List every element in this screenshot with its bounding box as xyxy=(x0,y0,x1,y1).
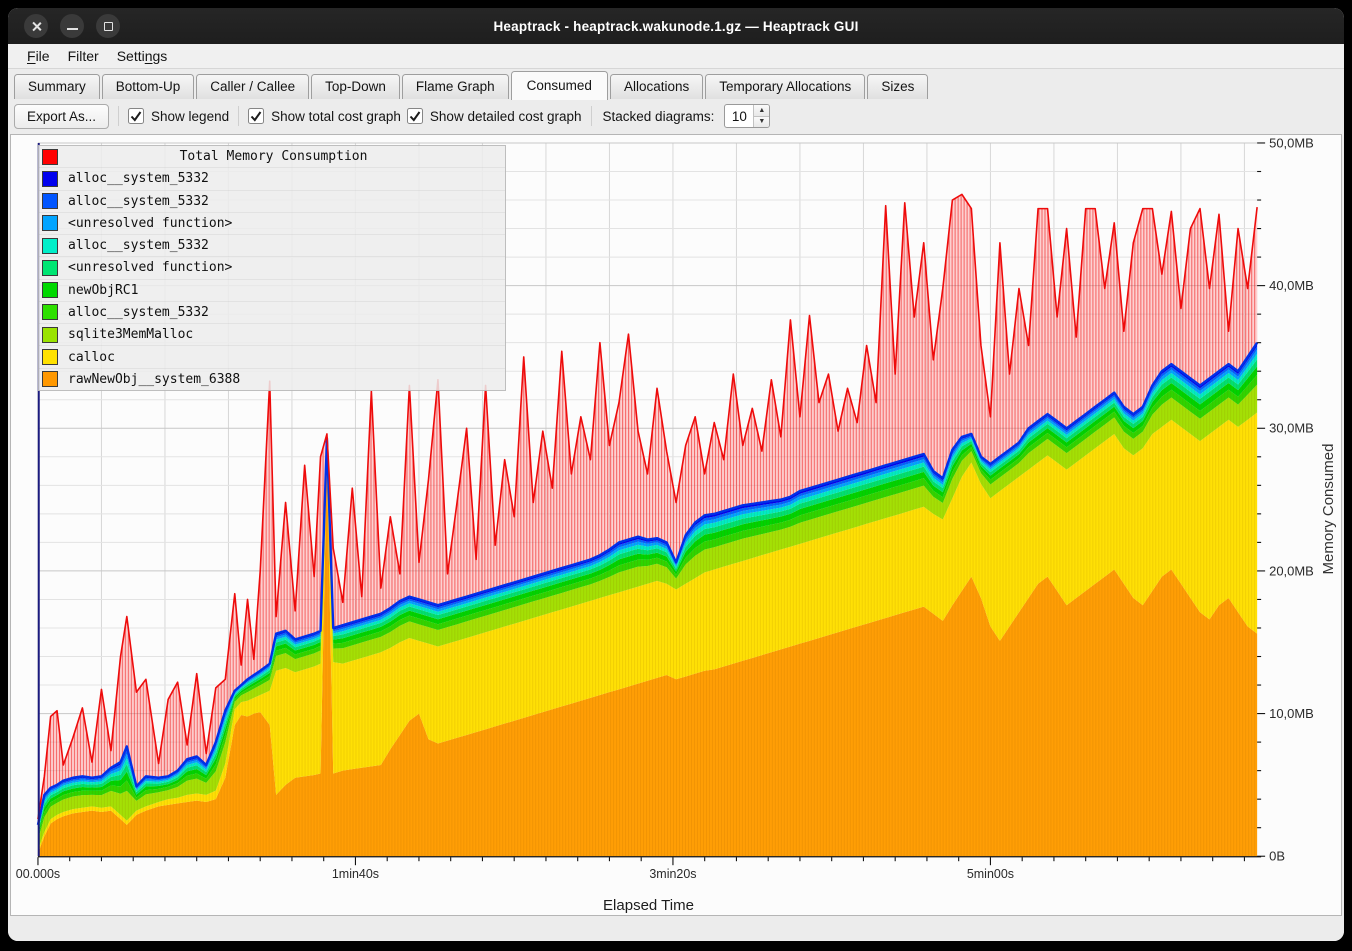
legend-title-row: Total Memory Consumption xyxy=(39,146,505,167)
x-tick-label: 5min00s xyxy=(967,867,1014,881)
show-legend-checkbox[interactable]: Show legend xyxy=(128,108,229,124)
checkmark-icon xyxy=(128,108,144,124)
toolbar-separator xyxy=(118,106,119,126)
close-icon xyxy=(31,21,42,32)
tab-bottom-up[interactable]: Bottom-Up xyxy=(102,74,195,99)
legend-label: sqlite3MemMalloc xyxy=(68,327,193,342)
legend-swatch-icon xyxy=(42,215,58,231)
legend-item: alloc__system_5332 xyxy=(39,234,505,256)
legend-item: newObjRC1 xyxy=(39,279,505,301)
legend-item: alloc__system_5332 xyxy=(39,190,505,212)
y-tick-label: 20,0MB xyxy=(1269,563,1314,578)
legend-item: rawNewObj__system_6388 xyxy=(39,368,505,390)
legend-item: <unresolved function> xyxy=(39,256,505,278)
x-axis-title: Elapsed Time xyxy=(38,897,1259,914)
toolbar: Export As... Show legend Show total cost… xyxy=(8,101,1344,131)
menu-settings[interactable]: Settings xyxy=(108,46,177,66)
legend-swatch-icon xyxy=(42,371,58,387)
legend-swatch-icon xyxy=(42,238,58,254)
menu-file[interactable]: File xyxy=(18,46,59,66)
legend-swatch-icon xyxy=(42,171,58,187)
legend-swatch-icon xyxy=(42,282,58,298)
stacked-diagrams-spinbox[interactable]: 10 ▲ ▼ xyxy=(724,104,770,128)
spin-up-icon[interactable]: ▲ xyxy=(754,105,769,117)
checkmark-icon xyxy=(248,108,264,124)
close-button[interactable] xyxy=(24,14,48,38)
legend-swatch-icon xyxy=(42,149,58,165)
legend-item: alloc__system_5332 xyxy=(39,301,505,323)
menubar: File Filter Settings xyxy=(8,44,1344,69)
tab-top-down[interactable]: Top-Down xyxy=(311,74,400,99)
chart-legend: Total Memory Consumption alloc__system_53… xyxy=(38,145,506,391)
tab-bar: Summary Bottom-Up Caller / Callee Top-Do… xyxy=(8,69,1344,99)
legend-item: calloc xyxy=(39,345,505,367)
y-tick-label: 10,0MB xyxy=(1269,706,1314,721)
legend-label: calloc xyxy=(68,350,115,365)
titlebar[interactable]: Heaptrack - heaptrack.wakunode.1.gz — He… xyxy=(8,8,1344,44)
legend-swatch-icon xyxy=(42,304,58,320)
tab-sizes[interactable]: Sizes xyxy=(867,74,928,99)
x-tick-label: 3min20s xyxy=(649,867,696,881)
stacked-diagrams-label: Stacked diagrams: xyxy=(603,109,715,124)
y-axis-title: Memory Consumed xyxy=(1320,409,1340,609)
y-tick-label: 0B xyxy=(1269,849,1285,864)
spin-arrows: ▲ ▼ xyxy=(753,105,769,127)
legend-swatch-icon xyxy=(42,193,58,209)
toolbar-separator xyxy=(591,106,592,126)
menu-filter[interactable]: Filter xyxy=(59,46,108,66)
legend-swatch-icon xyxy=(42,327,58,343)
app-window: Heaptrack - heaptrack.wakunode.1.gz — He… xyxy=(8,8,1344,941)
legend-item: alloc__system_5332 xyxy=(39,167,505,189)
tab-consumed[interactable]: Consumed xyxy=(511,71,608,100)
main-content: Summary Bottom-Up Caller / Callee Top-Do… xyxy=(8,69,1344,941)
export-as-button[interactable]: Export As... xyxy=(14,104,109,129)
legend-label: alloc__system_5332 xyxy=(68,194,209,209)
window-buttons xyxy=(8,14,120,38)
minimize-icon xyxy=(67,28,78,30)
tab-flame-graph[interactable]: Flame Graph xyxy=(402,74,509,99)
tab-allocations[interactable]: Allocations xyxy=(610,74,703,99)
tab-caller-callee[interactable]: Caller / Callee xyxy=(196,74,309,99)
window-title: Heaptrack - heaptrack.wakunode.1.gz — He… xyxy=(8,19,1344,34)
legend-label: <unresolved function> xyxy=(68,260,232,275)
legend-label: alloc__system_5332 xyxy=(68,171,209,186)
checkmark-icon xyxy=(407,108,423,124)
legend-title: Total Memory Consumption xyxy=(68,149,505,164)
legend-label: alloc__system_5332 xyxy=(68,305,209,320)
legend-swatch-icon xyxy=(42,260,58,276)
minimize-button[interactable] xyxy=(60,14,84,38)
tab-summary[interactable]: Summary xyxy=(14,74,100,99)
y-tick-label: 50,0MB xyxy=(1269,135,1314,150)
y-tick-label: 40,0MB xyxy=(1269,278,1314,293)
tab-temporary-allocations[interactable]: Temporary Allocations xyxy=(705,74,865,99)
show-detailed-cost-checkbox[interactable]: Show detailed cost graph xyxy=(407,108,582,124)
legend-label: <unresolved function> xyxy=(68,216,232,231)
maximize-button[interactable] xyxy=(96,14,120,38)
x-tick-label: 00.000s xyxy=(16,867,60,881)
legend-item: <unresolved function> xyxy=(39,212,505,234)
legend-label: rawNewObj__system_6388 xyxy=(68,372,240,387)
x-tick-label: 1min40s xyxy=(332,867,379,881)
show-total-cost-checkbox[interactable]: Show total cost graph xyxy=(248,108,401,124)
memory-consumption-chart[interactable]: 00.000s 1min40s 3min20s 5min00s 0B 10,0MB 20,0… xyxy=(10,134,1342,916)
legend-item: sqlite3MemMalloc xyxy=(39,323,505,345)
toolbar-separator xyxy=(238,106,239,126)
stacked-diagrams-value: 10 xyxy=(725,105,753,127)
maximize-icon xyxy=(104,22,113,31)
legend-swatch-icon xyxy=(42,349,58,365)
legend-label: alloc__system_5332 xyxy=(68,238,209,253)
spin-down-icon[interactable]: ▼ xyxy=(754,117,769,128)
legend-label: newObjRC1 xyxy=(68,283,138,298)
y-tick-label: 30,0MB xyxy=(1269,421,1314,436)
